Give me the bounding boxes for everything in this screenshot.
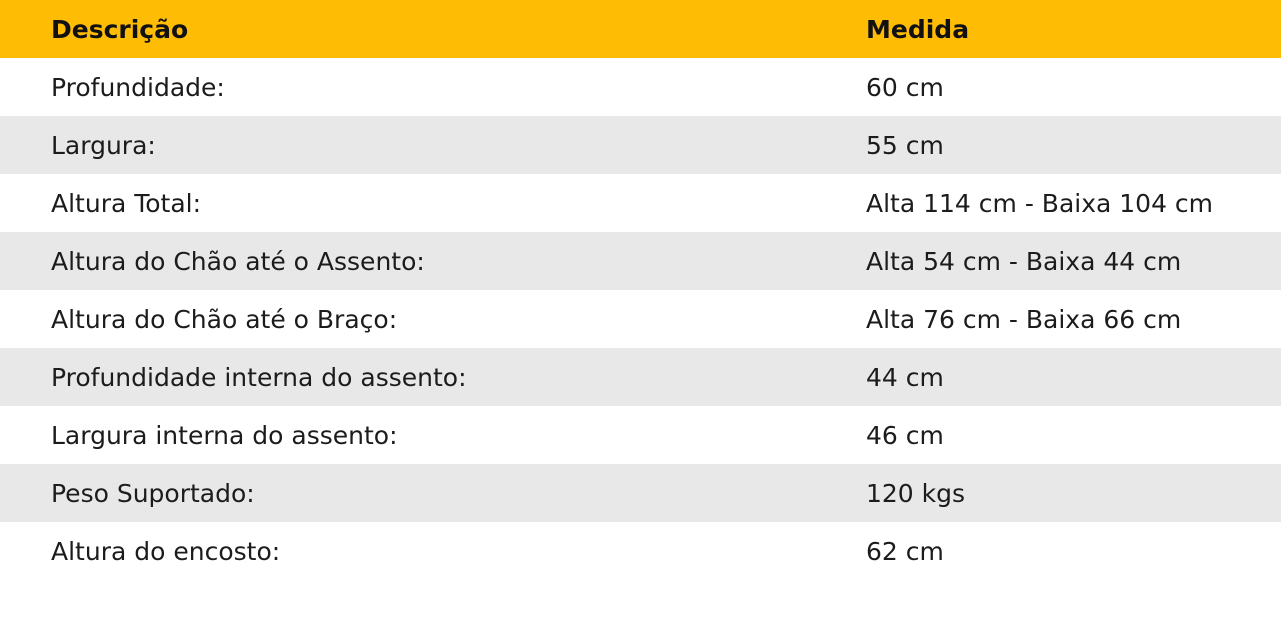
row-label: Altura do Chão até o Braço: (51, 304, 398, 334)
header-col-descricao: Descrição (51, 14, 189, 44)
row-value: 62 cm (866, 536, 944, 566)
table-row: Altura do encosto: 62 cm (0, 522, 1281, 580)
spec-table: Descrição Medida Profundidade: 60 cm Largu… (0, 0, 1281, 580)
table-row: Altura do Chão até o Braço: Alta 76 cm - … (0, 290, 1281, 348)
table-row: Altura do Chão até o Assento: Alta 54 cm … (0, 232, 1281, 290)
row-label: Altura Total: (51, 188, 202, 218)
table-row: Altura Total: Alta 114 cm - Baixa 104 cm (0, 174, 1281, 232)
row-value: Alta 76 cm - Baixa 66 cm (866, 304, 1182, 334)
header-col-medida: Medida (866, 14, 970, 44)
row-label: Largura: (51, 130, 156, 160)
row-value: 120 kgs (866, 478, 966, 508)
row-label: Peso Suportado: (51, 478, 255, 508)
table-header-row: Descrição Medida (0, 0, 1281, 58)
table-body: Profundidade: 60 cm Largura: 55 cm Altura To… (0, 58, 1281, 580)
row-label: Altura do encosto: (51, 536, 281, 566)
table-row: Largura interna do assento: 46 cm (0, 406, 1281, 464)
row-label: Profundidade: (51, 72, 225, 102)
row-value: Alta 54 cm - Baixa 44 cm (866, 246, 1182, 276)
table-row: Peso Suportado: 120 kgs (0, 464, 1281, 522)
row-value: 60 cm (866, 72, 944, 102)
table-row: Profundidade interna do assento: 44 cm (0, 348, 1281, 406)
row-value: 55 cm (866, 130, 944, 160)
table-row: Profundidade: 60 cm (0, 58, 1281, 116)
row-value: Alta 114 cm - Baixa 104 cm (866, 188, 1214, 218)
row-value: 44 cm (866, 362, 944, 392)
row-label: Altura do Chão até o Assento: (51, 246, 425, 276)
table-row: Largura: 55 cm (0, 116, 1281, 174)
row-label: Profundidade interna do assento: (51, 362, 467, 392)
row-value: 46 cm (866, 420, 944, 450)
row-label: Largura interna do assento: (51, 420, 398, 450)
